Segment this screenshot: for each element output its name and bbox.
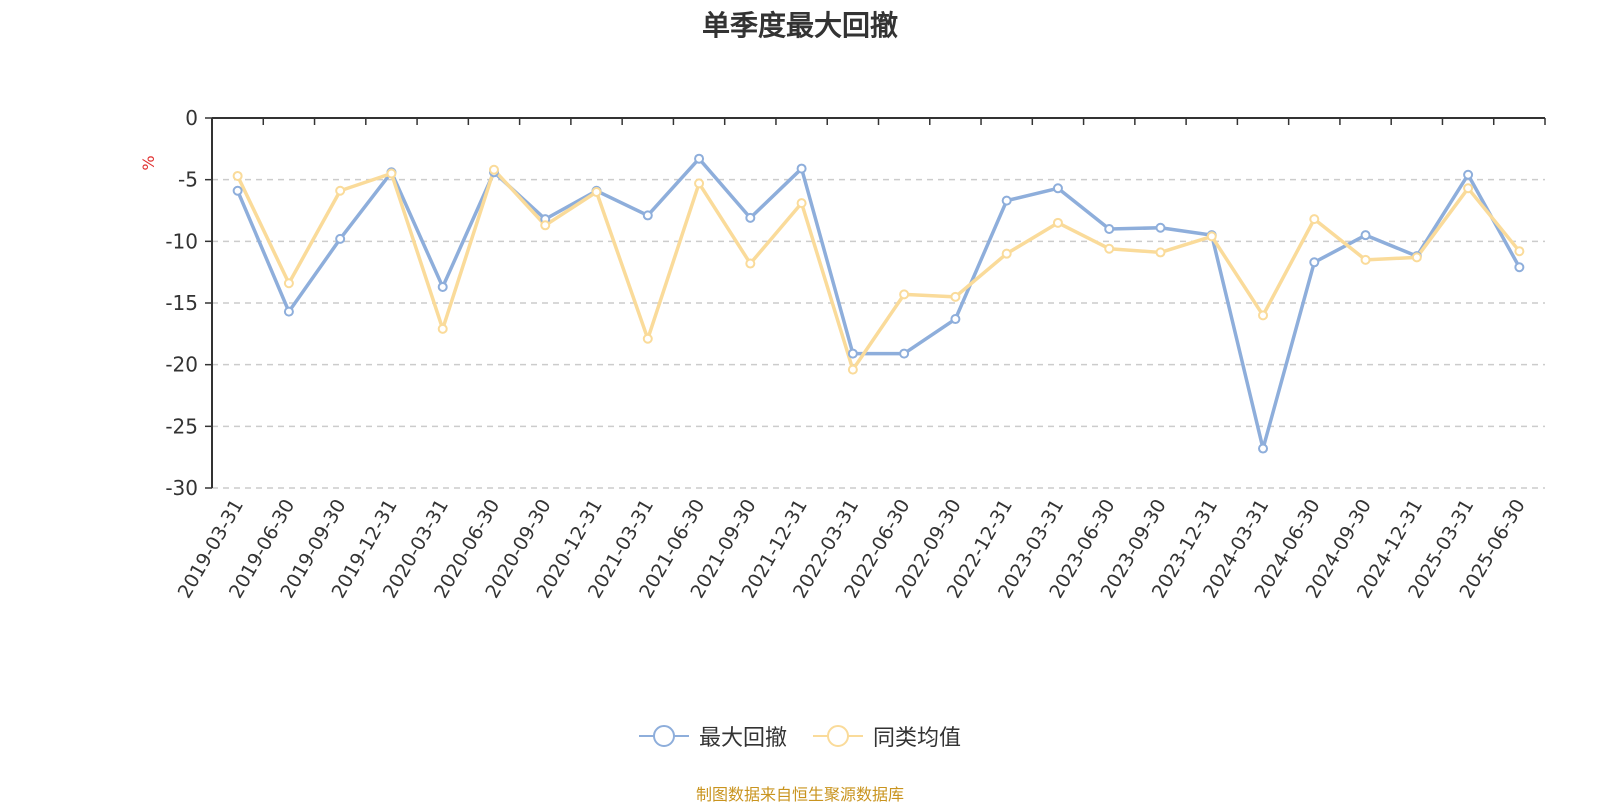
legend-item-series-1[interactable]: 最大回撤 [638, 720, 787, 752]
legend: 最大回撤 同类均值 [0, 720, 1600, 752]
legend-label-series-2: 同类均值 [873, 726, 962, 751]
series-2-line [236, 168, 1521, 372]
series-1-point[interactable] [1309, 257, 1320, 268]
series-1-point[interactable] [1258, 443, 1269, 454]
legend-label-series-1: 最大回撤 [698, 726, 787, 751]
y-tick-label: -15 [165, 291, 198, 315]
source-note: 制图数据来自恒生聚源数据库 [695, 785, 904, 804]
x-tick-labels: 2019-03-312019-06-302019-09-302019-12-31… [174, 495, 1530, 602]
series-2-point[interactable] [796, 198, 807, 209]
chart-title: 单季度最大回撤 [701, 9, 898, 42]
series-2-point[interactable] [1052, 217, 1063, 228]
y-tick-label: -5 [178, 168, 198, 192]
legend-marker-series-1 [638, 725, 689, 747]
series-2-point[interactable] [1463, 183, 1474, 194]
series-1-point[interactable] [745, 212, 756, 223]
series-2-point[interactable] [232, 170, 243, 181]
series-2-point[interactable] [283, 278, 294, 289]
y-tick-label: -25 [165, 414, 198, 438]
series-2-point[interactable] [1411, 252, 1422, 263]
series-2-point[interactable] [1514, 246, 1525, 257]
series-1-line [236, 156, 1521, 451]
series-1-point[interactable] [1052, 183, 1063, 194]
series-2-point[interactable] [745, 258, 756, 269]
y-tick-label: -30 [165, 476, 198, 500]
series-1-point[interactable] [232, 185, 243, 196]
series-2-point[interactable] [694, 178, 705, 189]
series-2-point[interactable] [899, 289, 910, 300]
y-axis-unit-label: % [139, 155, 158, 170]
series-1-point[interactable] [335, 233, 346, 244]
series-1-point[interactable] [847, 348, 858, 359]
y-tick-label: -10 [165, 229, 198, 253]
series-1-point[interactable] [899, 348, 910, 359]
series-2-point[interactable] [1360, 254, 1371, 265]
series-2-point[interactable] [1258, 310, 1269, 321]
legend-item-series-2[interactable]: 同类均值 [813, 720, 961, 752]
series-1-point[interactable] [283, 306, 294, 317]
y-tick-label: -20 [165, 353, 198, 377]
series-2-point[interactable] [1309, 214, 1320, 225]
series-2-point[interactable] [1155, 247, 1166, 258]
series-2-point[interactable] [642, 333, 653, 344]
series-1-point[interactable] [642, 210, 653, 221]
series-2-point[interactable] [488, 164, 499, 175]
series-1-point[interactable] [950, 314, 961, 325]
series-1-point[interactable] [1463, 169, 1474, 180]
series-2-point[interactable] [1206, 231, 1217, 242]
series-2-point[interactable] [335, 185, 346, 196]
y-tick-label: 0 [185, 106, 198, 130]
series-1-point[interactable] [437, 281, 448, 292]
series-2-point[interactable] [847, 364, 858, 375]
series-2-point[interactable] [386, 168, 397, 179]
series-2-point[interactable] [1001, 248, 1012, 259]
series-2-point[interactable] [950, 291, 961, 302]
series-2-point[interactable] [591, 187, 602, 197]
data-series [232, 153, 1525, 454]
series-2-point[interactable] [540, 220, 551, 231]
series-1-point[interactable] [694, 153, 705, 164]
series-1-point[interactable] [1104, 224, 1115, 234]
series-2-point[interactable] [437, 323, 448, 334]
y-tick-labels: 0 -5 -10 -15 -20 -25 -30 [165, 106, 198, 500]
series-1-point[interactable] [1001, 195, 1012, 206]
legend-marker-series-2 [813, 725, 863, 747]
series-1-point[interactable] [1155, 222, 1166, 233]
series-1-point[interactable] [1360, 230, 1371, 241]
series-1-point[interactable] [796, 163, 807, 174]
axes [205, 117, 1546, 489]
series-2-point[interactable] [1104, 243, 1115, 254]
series-1-point[interactable] [1514, 262, 1525, 273]
